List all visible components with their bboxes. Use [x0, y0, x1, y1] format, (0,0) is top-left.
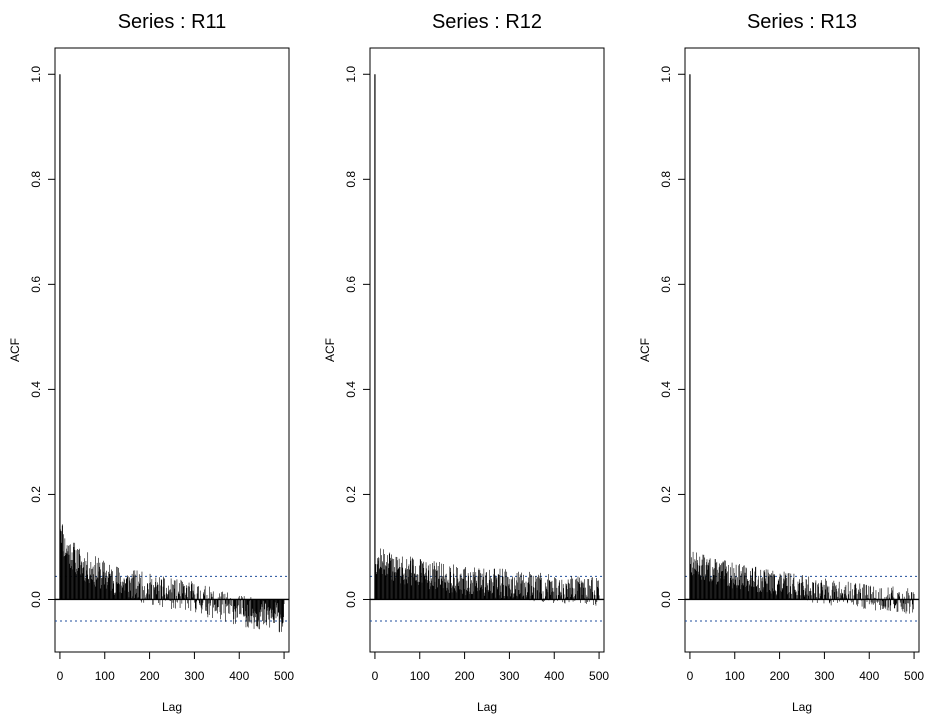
plot-frame	[684, 47, 920, 653]
x-axis: 0 100 200 300 400 500	[687, 651, 924, 683]
x-axis: 0 100 200 300 400 500	[372, 651, 609, 683]
chart-title: Series : R13	[747, 11, 857, 33]
y-tick-label: 0.6	[344, 276, 358, 293]
y-tick-label: 1.0	[344, 66, 358, 83]
x-tick-label: 300	[499, 669, 519, 683]
x-tick-label: 200	[770, 669, 790, 683]
y-tick-label: 0.0	[344, 591, 358, 608]
y-tick-label: 0.2	[29, 486, 43, 503]
y-tick-label: 0.2	[344, 486, 358, 503]
plot-frame	[54, 47, 290, 653]
x-axis-label: Lag	[162, 700, 182, 714]
chart-title: Series : R11	[118, 11, 227, 33]
y-tick-label: 1.0	[29, 66, 43, 83]
acf-bars	[59, 74, 285, 633]
acf-panel-r13: 0 100 200 300 400 500 0.0 0.2 0.4 0.6 0.8 1.0 Series…	[638, 11, 924, 714]
x-tick-label: 300	[184, 669, 204, 683]
x-tick-label: 100	[410, 669, 430, 683]
y-axis: 0.0 0.2 0.4 0.6 0.8 1.0	[659, 66, 686, 608]
x-tick-label: 100	[95, 669, 115, 683]
x-axis: 0 100 200 300 400 500	[57, 651, 294, 683]
x-tick-label: 400	[544, 669, 564, 683]
y-tick-label: 0.4	[344, 381, 358, 398]
acf-bars	[689, 74, 915, 614]
y-tick-label: 0.0	[659, 591, 673, 608]
x-tick-label: 0	[372, 669, 379, 683]
x-tick-label: 500	[589, 669, 609, 683]
x-tick-label: 400	[229, 669, 249, 683]
chart-title: Series : R12	[432, 11, 542, 33]
y-tick-label: 0.2	[659, 486, 673, 503]
x-tick-label: 100	[725, 669, 745, 683]
y-tick-label: 0.6	[659, 276, 673, 293]
y-tick-label: 0.4	[29, 381, 43, 398]
acf-bars	[374, 74, 600, 606]
plot-frame	[369, 47, 605, 653]
y-axis-label: ACF	[638, 338, 652, 362]
x-tick-label: 0	[687, 669, 694, 683]
x-tick-label: 300	[814, 669, 834, 683]
acf-panel-r12: 0 100 200 300 400 500 0.0 0.2 0.4 0.6 0.8 1.0 Series…	[323, 11, 609, 714]
x-axis-label: Lag	[792, 700, 812, 714]
y-tick-label: 0.4	[659, 381, 673, 398]
x-tick-label: 400	[859, 669, 879, 683]
y-tick-label: 0.8	[659, 171, 673, 188]
x-tick-label: 200	[455, 669, 475, 683]
y-axis-label: ACF	[8, 338, 22, 362]
acf-panel-r11: 0 100 200 300 400 500 0.0 0.2 0.4 0.6 0.8 1.0 Series…	[8, 11, 294, 714]
y-tick-label: 1.0	[659, 66, 673, 83]
y-axis-label: ACF	[323, 338, 337, 362]
y-tick-label: 0.6	[29, 276, 43, 293]
y-axis: 0.0 0.2 0.4 0.6 0.8 1.0	[344, 66, 371, 608]
x-tick-label: 500	[904, 669, 924, 683]
y-tick-label: 0.8	[344, 171, 358, 188]
x-tick-label: 200	[140, 669, 160, 683]
x-tick-label: 500	[274, 669, 294, 683]
x-tick-label: 0	[57, 669, 64, 683]
x-axis-label: Lag	[477, 700, 497, 714]
y-tick-label: 0.8	[29, 171, 43, 188]
y-tick-label: 0.0	[29, 591, 43, 608]
y-axis: 0.0 0.2 0.4 0.6 0.8 1.0	[29, 66, 56, 608]
